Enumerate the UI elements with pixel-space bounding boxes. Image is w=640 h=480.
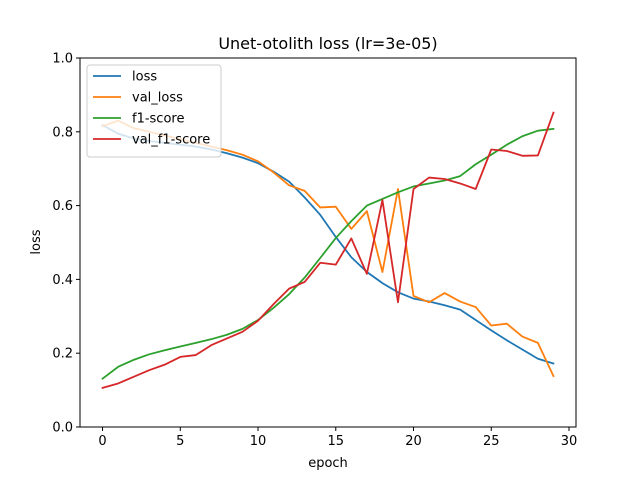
y-tick-label: 0.4 [52, 273, 73, 288]
x-tick-label: 0 [98, 434, 106, 449]
y-axis-label: loss [29, 229, 44, 254]
y-tick-label: 0.6 [52, 199, 73, 214]
y-axis-ticks: 0.0 0.2 0.4 0.6 0.8 1.0 [52, 52, 80, 436]
y-tick-label: 0.8 [52, 125, 73, 140]
legend-box [86, 64, 222, 158]
legend-label: val_f1-score [132, 133, 210, 148]
legend-label: val_loss [132, 91, 183, 106]
x-tick-label: 30 [561, 434, 578, 449]
series-lines [101, 111, 555, 390]
y-tick-label: 0.0 [52, 421, 73, 436]
legend-label: loss [132, 70, 157, 85]
series-line-f1-score [101, 127, 555, 380]
plot-frame [79, 57, 577, 428]
chart-title: Unet-otolith loss (lr=3e-05) [218, 34, 437, 53]
x-axis-ticks: 0 5 10 15 20 25 30 [98, 427, 577, 449]
series-line-val_f1-score [101, 111, 555, 390]
y-tick-label: 1.0 [52, 52, 73, 67]
x-tick-label: 10 [250, 434, 267, 449]
legend-label: f1-score [132, 112, 184, 127]
x-tick-label: 25 [483, 434, 500, 449]
x-tick-label: 15 [328, 434, 345, 449]
x-tick-label: 20 [405, 434, 422, 449]
legend: loss val_loss f1-score val_f1-score [86, 64, 222, 158]
y-tick-label: 0.2 [52, 347, 73, 362]
x-axis-label: epoch [308, 456, 348, 471]
x-tick-label: 5 [176, 434, 184, 449]
